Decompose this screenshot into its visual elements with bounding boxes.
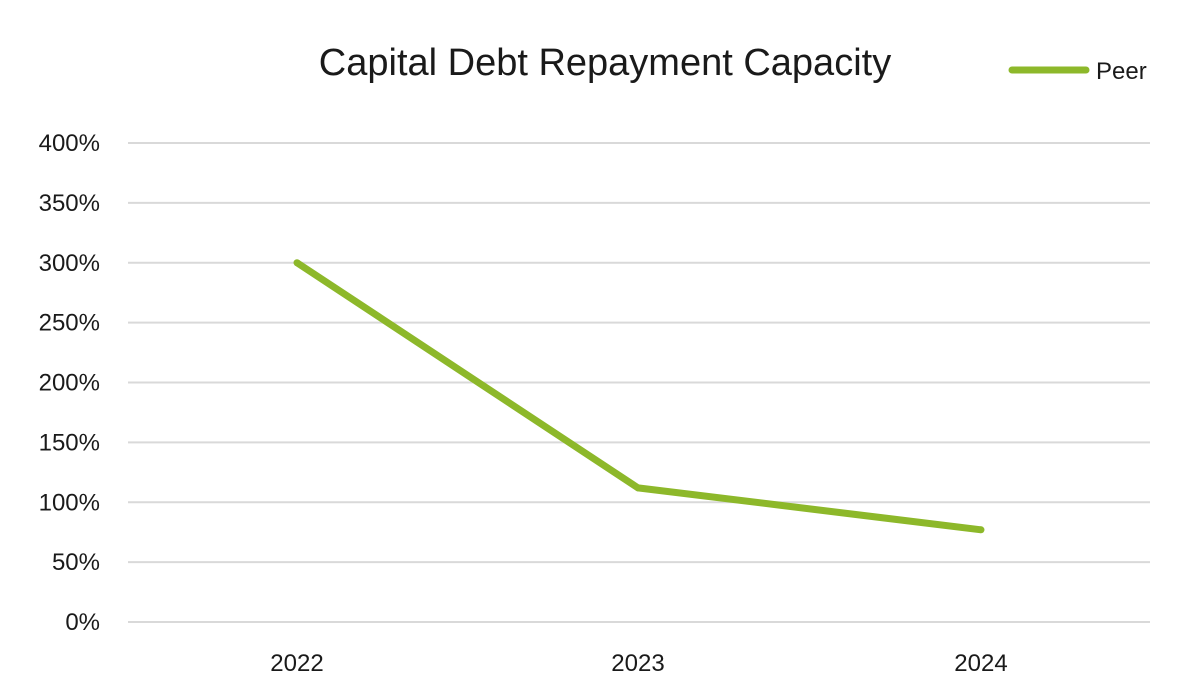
series-lines	[293, 259, 985, 534]
y-tick-label: 100%	[39, 489, 100, 516]
y-tick-label: 150%	[39, 429, 100, 456]
x-axis-tick-labels: 2022 2023 2024	[270, 650, 1007, 677]
x-tick-label: 2024	[954, 650, 1007, 677]
y-tick-label: 50%	[52, 549, 100, 576]
data-point-peer-2022	[293, 259, 301, 267]
data-point-peer-2024	[977, 526, 985, 534]
data-point-peer-2023	[634, 484, 642, 492]
legend-label-peer: Peer	[1096, 58, 1147, 85]
chart-title: Capital Debt Repayment Capacity	[319, 42, 891, 84]
gridlines	[128, 142, 1150, 623]
x-tick-label: 2023	[611, 650, 664, 677]
y-tick-label: 350%	[39, 190, 100, 217]
legend: Peer	[1008, 58, 1147, 85]
y-tick-label: 0%	[65, 609, 100, 636]
x-tick-label: 2022	[270, 650, 323, 677]
y-tick-label: 200%	[39, 370, 100, 397]
y-tick-label: 300%	[39, 250, 100, 277]
y-tick-label: 250%	[39, 310, 100, 337]
y-tick-label: 400%	[39, 130, 100, 157]
y-axis-tick-labels: 0% 50% 100% 150% 200% 250% 300% 350% 400%	[39, 130, 100, 636]
